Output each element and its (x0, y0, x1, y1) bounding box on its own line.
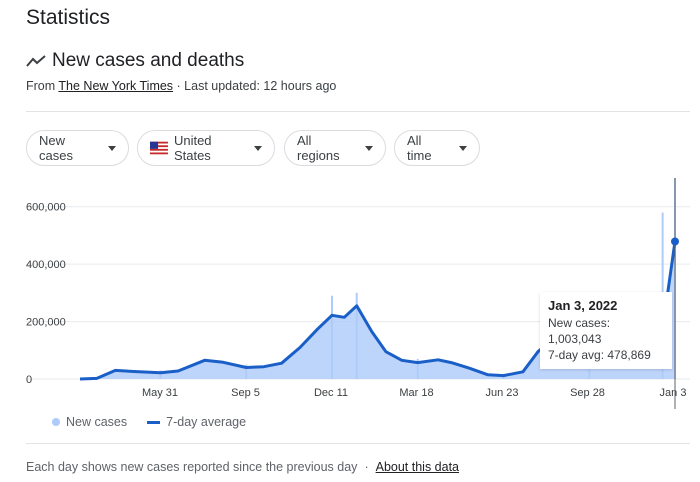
x-tick-label: Dec 11 (314, 387, 348, 399)
last-updated: · Last updated: 12 hours ago (176, 79, 337, 93)
y-axis: 0 200,000 400,000 600,000 (26, 202, 66, 386)
source-link[interactable]: The New York Times (58, 79, 174, 93)
us-flag-icon (150, 141, 168, 155)
footer-note: Each day shows new cases reported since … (26, 460, 358, 474)
legend-new-cases: New cases (66, 415, 128, 429)
tooltip-seven-day-avg: 7-day avg: 478,869 (548, 348, 651, 362)
footer: Each day shows new cases reported since … (26, 460, 459, 474)
y-tick-label: 400,000 (26, 259, 66, 271)
metric-dropdown[interactable]: New cases (26, 130, 129, 166)
region-dropdown[interactable]: All regions (284, 130, 386, 166)
card-title: New cases and deaths (52, 50, 245, 71)
chevron-down-icon (254, 145, 262, 151)
chevron-down-icon (365, 145, 373, 151)
metric-dropdown-label: New cases (39, 133, 73, 163)
chevron-down-icon (459, 145, 467, 151)
time-dropdown-label: All time (407, 133, 432, 163)
x-tick-label: Sep 28 (570, 387, 605, 399)
country-dropdown-label: United States (173, 133, 212, 163)
time-dropdown[interactable]: All time (394, 130, 480, 166)
region-dropdown-label: All regions (297, 133, 340, 163)
y-tick-label: 0 (26, 374, 32, 386)
country-dropdown[interactable]: United States (137, 130, 275, 166)
source-line: From The New York Times · Last updated: … (26, 79, 336, 93)
chart-legend: New cases 7-day average (52, 415, 246, 429)
card-title-row: New cases and deaths (26, 50, 244, 72)
chevron-down-icon (108, 145, 116, 151)
trending-icon (26, 55, 46, 67)
avg-legend-swatch (147, 420, 161, 424)
hover-point (671, 237, 679, 246)
y-tick-label: 200,000 (26, 317, 66, 329)
divider-bottom (26, 443, 690, 444)
y-tick-label: 600,000 (26, 202, 66, 214)
divider-top (26, 111, 690, 112)
x-tick-label: Jan 3 (660, 387, 687, 399)
page-heading: Statistics (26, 6, 111, 29)
x-tick-label: Jun 23 (485, 387, 518, 399)
new-cases-legend-swatch (52, 418, 60, 426)
x-tick-label: Sep 5 (231, 387, 260, 399)
about-data-link[interactable]: About this data (375, 460, 460, 474)
tooltip-date: Jan 3, 2022 (548, 298, 618, 313)
x-tick-label: May 31 (142, 387, 178, 399)
x-axis: May 31 Sep 5 Dec 11 Mar 18 Jun 23 Sep 28 Jan 3 (142, 387, 687, 399)
legend-seven-day-average: 7-day average (166, 415, 247, 429)
chart-tooltip: Jan 3, 2022 New cases: 1,003,043 7-day a… (540, 292, 672, 369)
x-tick-label: Mar 18 (399, 387, 433, 399)
tooltip-new-cases: New cases: 1,003,043 (548, 316, 611, 346)
footer-separator: · (364, 460, 369, 474)
source-prefix: From (26, 79, 56, 93)
